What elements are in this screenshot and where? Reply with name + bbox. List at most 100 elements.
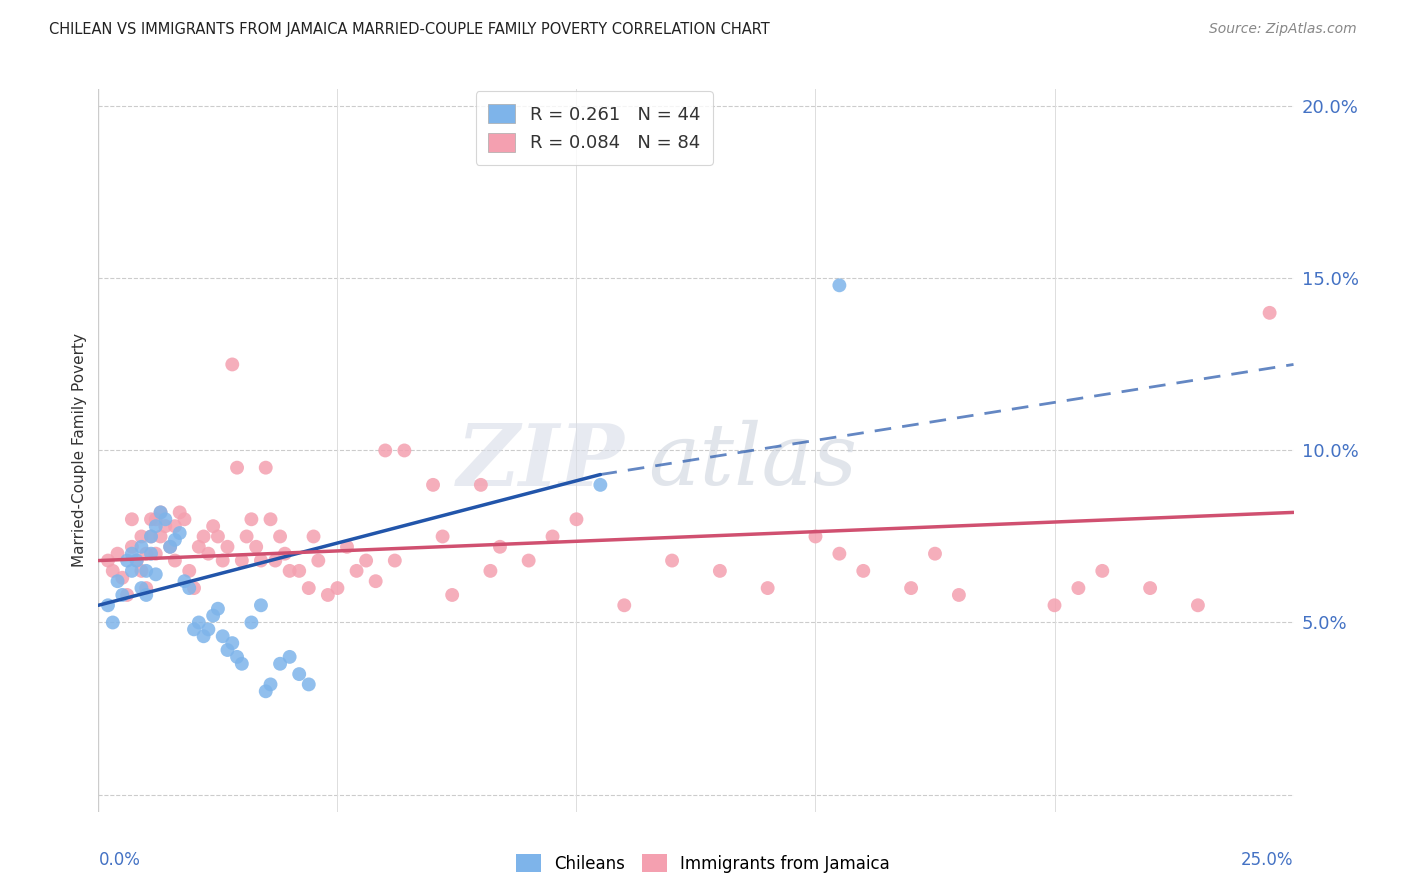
Point (135, 547, 157, 561)
Point (97, 599, 120, 613)
Text: Source: ZipAtlas.com: Source: ZipAtlas.com (1209, 22, 1357, 37)
Point (145, 512, 167, 526)
Point (193, 529, 215, 543)
Point (207, 529, 229, 543)
Point (173, 512, 195, 526)
Point (470, 478, 492, 492)
Point (245, 540, 267, 554)
Point (169, 526, 191, 541)
Point (135, 564, 157, 578)
Point (131, 564, 153, 578)
Point (589, 478, 612, 492)
Y-axis label: Married-Couple Family Poverty: Married-Couple Family Poverty (72, 334, 87, 567)
Text: CHILEAN VS IMMIGRANTS FROM JAMAICA MARRIED-COUPLE FAMILY POVERTY CORRELATION CHA: CHILEAN VS IMMIGRANTS FROM JAMAICA MARRI… (49, 22, 770, 37)
Point (173, 574, 195, 589)
Point (179, 581, 201, 595)
Text: ZIP: ZIP (457, 419, 624, 503)
Point (364, 574, 387, 589)
Point (145, 567, 167, 582)
Point (217, 643, 239, 657)
Point (288, 667, 311, 681)
Point (278, 649, 301, 664)
Point (111, 571, 134, 585)
Point (804, 529, 827, 543)
Legend: R = 0.261   N = 44, R = 0.084   N = 84: R = 0.261 N = 44, R = 0.084 N = 84 (475, 91, 713, 165)
Point (163, 553, 186, 567)
Point (756, 581, 779, 595)
Point (541, 529, 564, 543)
Point (336, 540, 359, 554)
Point (1258, 306, 1281, 320)
Point (274, 547, 297, 561)
Point (179, 564, 201, 578)
Point (924, 547, 946, 561)
Point (298, 581, 321, 595)
Point (250, 599, 273, 613)
Point (288, 564, 311, 578)
Point (169, 505, 191, 519)
Point (316, 588, 339, 602)
Point (221, 636, 243, 650)
Point (131, 540, 153, 554)
Point (948, 588, 970, 602)
Point (149, 529, 172, 543)
Point (346, 564, 368, 578)
Point (354, 553, 377, 567)
Point (250, 553, 273, 567)
Text: 0.0%: 0.0% (98, 852, 141, 870)
Point (235, 529, 257, 543)
Point (193, 629, 215, 643)
Point (565, 512, 588, 526)
Point (269, 657, 291, 671)
Point (149, 505, 172, 519)
Point (159, 540, 181, 554)
Point (661, 553, 683, 567)
Point (394, 443, 416, 458)
Point (374, 443, 396, 458)
Point (145, 519, 167, 533)
Point (211, 629, 233, 643)
Point (269, 529, 291, 543)
Point (115, 588, 138, 602)
Point (125, 553, 148, 567)
Point (278, 564, 301, 578)
Point (202, 519, 225, 533)
Point (139, 547, 162, 561)
Point (479, 564, 502, 578)
Point (163, 533, 186, 547)
Point (163, 519, 186, 533)
Point (828, 278, 851, 293)
Point (101, 564, 124, 578)
Text: 25.0%: 25.0% (1241, 852, 1294, 870)
Point (121, 512, 143, 526)
Point (135, 588, 157, 602)
Point (226, 460, 249, 475)
Point (131, 529, 153, 543)
Point (155, 519, 177, 533)
Point (384, 553, 406, 567)
Point (1139, 581, 1161, 595)
Text: atlas: atlas (648, 420, 858, 502)
Point (226, 649, 249, 664)
Point (202, 608, 225, 623)
Point (1187, 599, 1209, 613)
Point (240, 615, 263, 630)
Point (159, 540, 181, 554)
Point (231, 657, 253, 671)
Point (131, 581, 153, 595)
Point (613, 599, 636, 613)
Point (259, 677, 281, 691)
Point (155, 512, 177, 526)
Point (121, 540, 143, 554)
Point (900, 581, 922, 595)
Point (302, 529, 325, 543)
Point (441, 588, 464, 602)
Point (489, 540, 512, 554)
Point (211, 553, 233, 567)
Point (298, 677, 321, 691)
Point (115, 553, 138, 567)
Point (121, 564, 143, 578)
Point (197, 547, 219, 561)
Point (221, 358, 243, 372)
Point (107, 574, 129, 589)
